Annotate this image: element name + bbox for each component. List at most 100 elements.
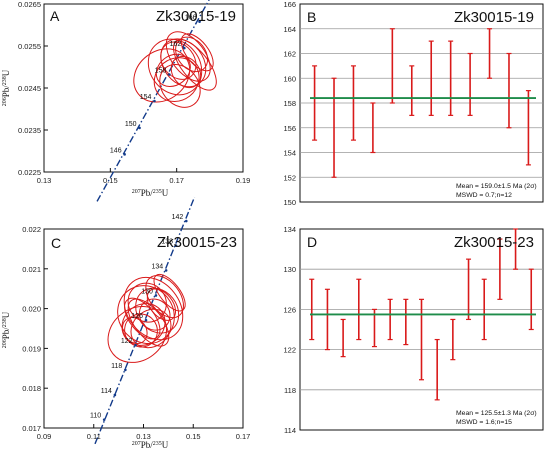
panel-c-y-tick-0.021: 0.021: [22, 265, 41, 274]
panel-c-age-label-118: 118: [111, 363, 122, 370]
panel-c-age-labels: 110 114 118 122 126 130 134 138 142: [90, 214, 188, 421]
panel-c-y-tick-0.017: 0.017: [22, 424, 41, 433]
panel-a-title: Zk30015-19: [156, 8, 236, 25]
panel-d-frame: [299, 228, 544, 431]
panel-c-x-ticks: 0.09 0.11 0.13 0.15 0.17: [37, 424, 250, 441]
panel-a-y-tick-0.0225: 0.0225: [18, 168, 41, 177]
panel-a-y-axis-label: 206Pb/238U: [1, 69, 11, 106]
panel-a-x-ticks: 0.13 0.15 0.17 0.19: [37, 168, 251, 185]
panel-c-y-axis-label: 206Pb/238U: [1, 311, 11, 348]
panel-c-concordia-line: [94, 196, 196, 445]
panel-a-concordia-plot: 146 150 154 158 162 166 0.13 0.15 0.17 0.19 0.02…: [1, 0, 251, 202]
panel-c-age-label-142: 142: [172, 214, 184, 221]
panel-b-title: Zk30015-19: [454, 9, 534, 26]
panel-a-age-label-154: 154: [140, 94, 152, 101]
panel-d-mean-annotation: Mean = 125.5±1.3 Ma (2σ): [456, 410, 537, 417]
panel-b-y-tick-152: 152: [283, 173, 296, 182]
panel-c-concordia-plot: 110 114 118 122 126 130 134 138 142 0.09 0.11 0.13…: [1, 196, 250, 450]
panel-b-y-tick-164: 164: [283, 25, 296, 34]
panel-d-y-tick-118: 118: [284, 386, 296, 395]
panel-a-y-tick-0.0245: 0.0245: [18, 84, 41, 93]
panel-a-age-label-162: 162: [170, 41, 182, 48]
panel-c-ellipse-7: [145, 275, 184, 319]
panel-a-ellipse-9: [159, 64, 201, 108]
panel-a-y-tick-0.0265: 0.0265: [18, 0, 41, 9]
panel-a-ellipse-5: [165, 31, 211, 82]
panel-b-y-tick-162: 162: [283, 50, 296, 59]
panel-b-y-tick-166: 166: [283, 0, 296, 9]
panel-b-mean-annotation: Mean = 159.0±1.5 Ma (2σ): [456, 183, 537, 190]
panel-a-x-axis-label: 207Pb/235U: [132, 188, 169, 198]
panel-a-age-label-146: 146: [110, 147, 122, 154]
panel-c-x-axis-label: 207Pb/235U: [132, 440, 169, 450]
panel-c-age-marker-134: [164, 269, 168, 272]
panel-a-y-ticks: 0.0225 0.0235 0.0245 0.0255 0.0265: [18, 0, 48, 177]
panel-a-x-tick-0.17: 0.17: [169, 176, 184, 185]
panel-c-y-tick-0.019: 0.019: [22, 344, 41, 353]
panel-d-weighted-mean-plot: 114 118 122 126 130 134 D Zk30015-23 Mean = 1…: [283, 225, 544, 435]
panel-d-letter: D: [307, 234, 317, 250]
panel-d-error-bars: [309, 228, 534, 401]
panel-a-age-marker-146: [123, 153, 126, 156]
panel-c-ellipses: [107, 273, 186, 363]
panel-a-age-label-150: 150: [125, 121, 137, 128]
panel-d-y-tick-122: 122: [283, 346, 296, 355]
panel-c-age-marker-130: [154, 294, 158, 297]
panel-d-y-tick-126: 126: [283, 305, 296, 314]
panel-b-y-tick-160: 160: [283, 74, 296, 83]
panel-c-ellipse-5: [135, 287, 180, 334]
panel-a-age-labels: 146 150 154 158 162 166: [110, 15, 201, 156]
panel-d-y-tick-134: 134: [283, 225, 296, 234]
panel-a-letter: A: [50, 8, 60, 24]
panel-b-weighted-mean-plot: 150 152 154 156 158 160 162 164 166 B Zk30015-19…: [283, 0, 544, 207]
panel-a-ellipse-2: [147, 38, 203, 96]
panel-c-y-tick-0.020: 0.020: [22, 305, 41, 314]
panel-a-age-marker-150: [138, 126, 141, 130]
panel-d-y-tick-130: 130: [283, 265, 296, 274]
panel-c-age-marker-114: [113, 393, 117, 397]
panel-c-letter: C: [51, 235, 61, 251]
panel-c-age-marker-138: [174, 244, 178, 248]
panel-c-age-label-114: 114: [101, 388, 112, 395]
panel-c-ellipse-14: [130, 308, 172, 349]
panel-a-ellipses: [133, 31, 217, 108]
panel-c-age-label-134: 134: [151, 263, 163, 270]
panel-b-letter: B: [307, 9, 316, 25]
panel-b-error-bars: [312, 28, 531, 178]
panel-c-age-marker-110: [102, 418, 106, 421]
panel-a-ellipse-8: [173, 39, 217, 91]
panel-c-age-marker-126: [144, 318, 148, 322]
panel-a-age-marker-162: [182, 46, 186, 50]
panel-a-concordia-line: [96, 0, 210, 202]
panel-a-y-tick-0.0255: 0.0255: [18, 42, 41, 51]
panel-c-ellipse-1: [107, 306, 168, 363]
panel-c-x-tick-0.15: 0.15: [186, 432, 201, 441]
panel-b-mswd-annotation: MSWD = 0.7;n=12: [456, 192, 512, 199]
panel-a-age-label-158: 158: [155, 68, 167, 75]
panel-a-age-label-166: 166: [185, 15, 197, 22]
panel-b-y-tick-158: 158: [283, 99, 296, 108]
panel-c-ellipse-11: [153, 273, 186, 312]
panel-c-age-label-122: 122: [121, 338, 133, 345]
panel-c-title: Zk30015-23: [157, 234, 237, 251]
panel-a-age-marker-154: [153, 99, 156, 103]
panel-d-y-ticks: 114 118 122 126 130 134: [283, 225, 296, 435]
panel-c-x-tick-0.13: 0.13: [136, 432, 151, 441]
panel-b-y-tick-154: 154: [283, 149, 296, 158]
panel-b-y-tick-150: 150: [283, 198, 296, 207]
panel-c-ellipse-9: [121, 317, 148, 344]
panel-a-age-marker-166: [198, 20, 201, 23]
panel-d-mswd-annotation: MSWD = 1.6;n=15: [456, 419, 512, 426]
panel-b-y-tick-156: 156: [283, 124, 296, 133]
panel-a-x-tick-0.19: 0.19: [236, 176, 251, 185]
panel-c-age-label-110: 110: [90, 413, 101, 420]
panel-c-age-marker-142: [184, 219, 188, 223]
panel-a-concordia-curve: [96, 0, 210, 202]
panel-a-ellipse-10: [180, 33, 214, 72]
panel-c-age-label-130: 130: [141, 288, 153, 295]
panel-a-y-tick-0.0235: 0.0235: [18, 126, 41, 135]
panel-b-y-ticks: 150 152 154 156 158 160 162 164 166: [283, 0, 296, 207]
panel-b-grid: [300, 28, 543, 178]
panel-c-ellipse-15: [146, 288, 177, 321]
